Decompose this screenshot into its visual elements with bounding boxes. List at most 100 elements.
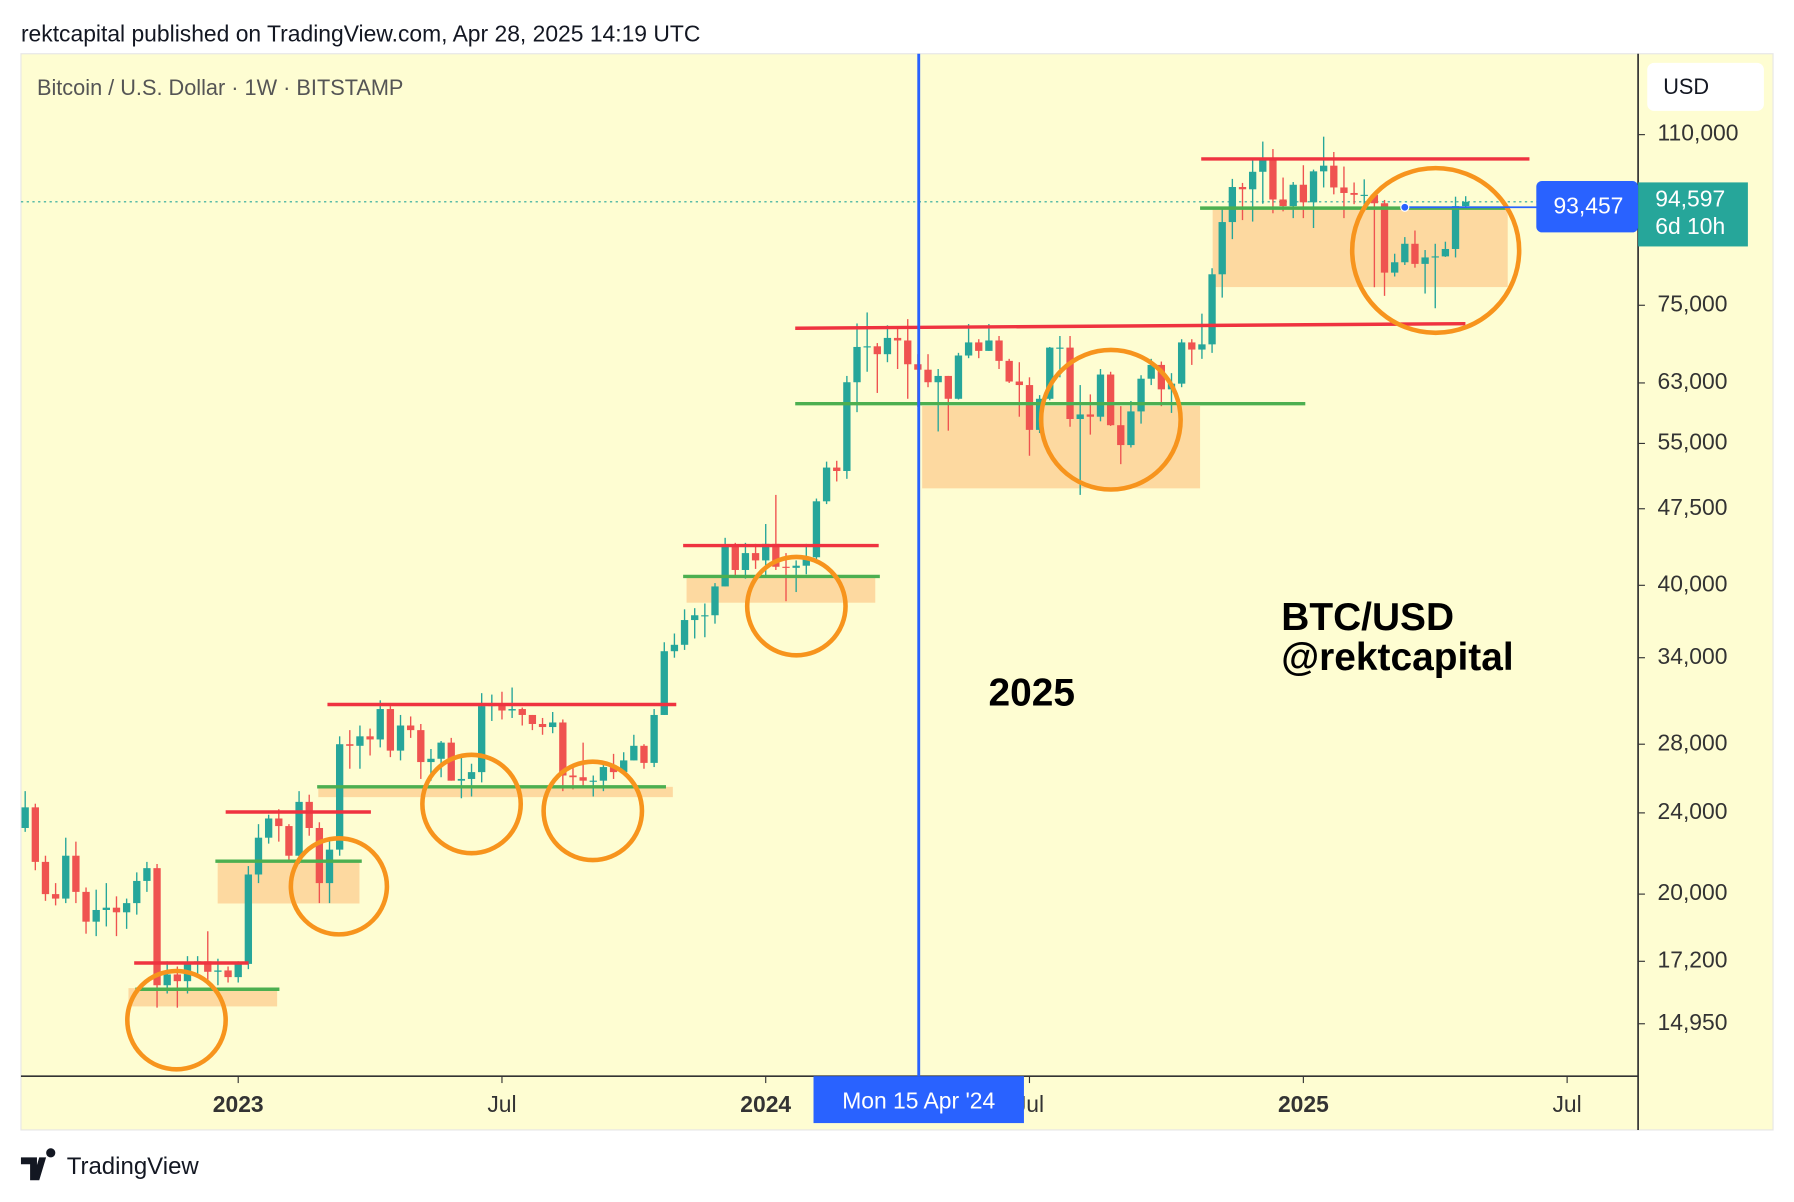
y-tick-label: 110,000 <box>1658 120 1739 146</box>
candle-body <box>599 767 608 781</box>
candle-body <box>1269 157 1277 200</box>
candle-body <box>701 615 709 617</box>
candle-body <box>427 758 435 763</box>
candle-body <box>1177 342 1186 384</box>
y-tick-label: 24,000 <box>1658 798 1728 824</box>
candle-body <box>843 382 851 472</box>
candle-body <box>214 970 222 972</box>
candle-body <box>1289 184 1297 207</box>
candle-body <box>660 651 668 715</box>
candle-body <box>346 744 354 746</box>
candle-body <box>1259 157 1267 172</box>
candle-body <box>1117 425 1125 446</box>
candle-body <box>1096 374 1105 417</box>
candle-body <box>1066 347 1074 420</box>
currency-box[interactable] <box>1647 62 1764 111</box>
candle-body <box>802 557 810 566</box>
candle-body <box>691 615 699 621</box>
candle-body <box>1401 243 1409 263</box>
currency[interactable]: USD <box>1663 74 1709 99</box>
candle-body <box>630 745 638 761</box>
candle-body <box>41 861 50 895</box>
candle-body <box>528 714 537 724</box>
y-tick-label: 55,000 <box>1658 428 1728 454</box>
candle-body <box>1046 347 1054 399</box>
countdown: 6d 10h <box>1655 213 1725 239</box>
candle-body <box>995 340 1003 361</box>
candle-body <box>954 355 963 399</box>
highlight-circle <box>125 968 228 1072</box>
candle-body <box>792 565 800 568</box>
candle-body <box>467 772 476 779</box>
x-tick-label: Jul <box>487 1091 516 1117</box>
candle-body <box>407 725 415 731</box>
candle-body <box>51 894 60 899</box>
candle-body <box>173 974 182 982</box>
zone <box>217 860 360 904</box>
candle-body <box>122 903 131 913</box>
candle-body <box>498 704 506 711</box>
candle-body <box>904 340 912 365</box>
candle-body <box>244 874 253 964</box>
logo-mark <box>20 1148 56 1181</box>
annotation-text: BTC/USD <box>1281 596 1454 639</box>
candle-body <box>1299 184 1308 203</box>
candle-body <box>478 706 486 773</box>
annotation-text: @rektcapital <box>1281 636 1513 679</box>
candle-body <box>417 730 425 763</box>
chart-title: Bitcoin / U.S. Dollar · 1W · BITSTAMP <box>37 75 403 100</box>
candle-body <box>731 544 739 570</box>
candle-body <box>853 346 861 383</box>
candle-body <box>1380 203 1389 273</box>
candle-body <box>1421 257 1429 264</box>
candle-body <box>751 553 760 561</box>
y-tick-label: 20,000 <box>1658 879 1728 905</box>
last-price-box <box>1638 182 1748 247</box>
candle-body <box>295 801 303 856</box>
candle-body <box>153 868 161 986</box>
candle-body <box>650 714 658 763</box>
candle-body <box>1462 201 1470 207</box>
candle-body <box>366 736 374 740</box>
y-tick-label: 34,000 <box>1658 643 1728 669</box>
candle-body <box>204 961 212 972</box>
candle-body <box>1451 206 1460 249</box>
circles <box>125 165 1522 1072</box>
candle-body <box>112 907 121 913</box>
y-tick-label: 40,000 <box>1658 570 1728 596</box>
highlight-circle <box>288 836 390 937</box>
candle-body <box>1015 381 1023 386</box>
candle-body <box>620 760 628 773</box>
candle-body <box>62 855 70 899</box>
y-tick-label: 17,200 <box>1658 946 1728 972</box>
candle-body <box>1228 187 1237 223</box>
last-price-label: 94,597 <box>1655 186 1725 212</box>
crosshair-date-label: Mon 15 Apr '24 <box>842 1088 995 1114</box>
plot <box>20 136 1639 1008</box>
candle-body <box>102 907 110 910</box>
candle-body <box>508 709 516 711</box>
candle-body <box>1208 274 1216 345</box>
candle-body <box>1411 243 1419 264</box>
candle-body <box>609 767 618 773</box>
candle-body <box>1218 222 1226 275</box>
candle-body <box>1350 192 1358 195</box>
candle-body <box>538 723 547 728</box>
x-tick-label: 2024 <box>740 1091 791 1117</box>
candle-body <box>1370 194 1379 204</box>
crosshair-price-box <box>1536 180 1639 233</box>
candle-body <box>711 586 719 616</box>
candle-body <box>325 849 334 884</box>
candle-body <box>721 544 729 587</box>
candle-body <box>386 709 395 751</box>
candle-body <box>163 974 171 986</box>
candle-body <box>1330 165 1338 188</box>
candle-body <box>72 855 80 892</box>
highlight-circle <box>541 759 645 863</box>
levels <box>134 157 1530 991</box>
candle-body <box>1441 248 1450 257</box>
candle-body <box>863 346 871 348</box>
candle-body <box>518 709 526 715</box>
candle-body <box>985 340 993 351</box>
